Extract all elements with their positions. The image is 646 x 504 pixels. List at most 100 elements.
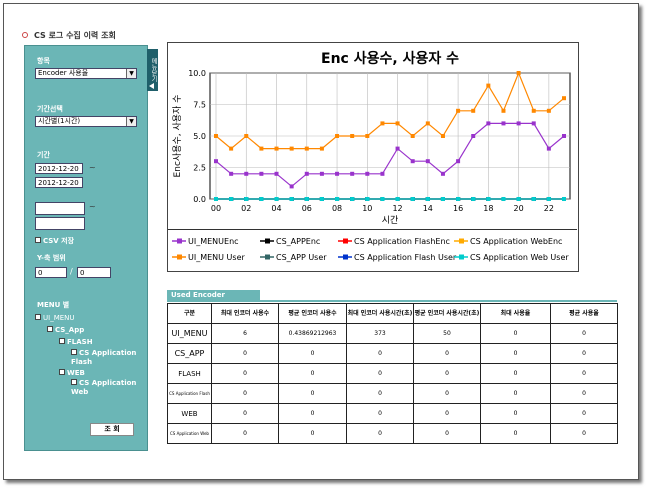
data-point: [350, 134, 355, 138]
data-point: [214, 197, 218, 201]
time-from-input[interactable]: [35, 202, 85, 215]
data-point: [395, 121, 400, 126]
data-point: [289, 184, 294, 189]
search-panel: 항목 Encoder 사용율 ▼ 기간선택 시간별(1시간) ▼ 기간 ~ ~ …: [24, 45, 148, 451]
data-point: [440, 171, 445, 176]
data-point: [289, 146, 294, 151]
item-select[interactable]: Encoder 사용율 ▼: [35, 68, 137, 79]
time-tilde: ~: [89, 202, 96, 211]
data-point: [274, 171, 279, 176]
csv-checkbox[interactable]: CSV 저장: [35, 236, 74, 246]
data-point: [319, 171, 324, 176]
data-point: [274, 197, 279, 201]
row-header-cell: CS Application Flash: [167, 383, 212, 404]
data-point: [335, 171, 340, 176]
legend-label: CS Application Flash User: [354, 253, 457, 262]
data-point: [244, 171, 249, 176]
data-point: [214, 134, 218, 138]
table-cell: 50: [413, 323, 481, 344]
data-point: [229, 171, 234, 176]
date-to-input[interactable]: [35, 177, 83, 188]
x-tick-label: 12: [392, 204, 402, 213]
table-cell: 0: [413, 383, 481, 404]
period-select[interactable]: 시간별(1시간) ▼: [35, 116, 137, 127]
table-cell: 0: [550, 423, 618, 444]
yaxis-max-input[interactable]: [77, 267, 111, 278]
menu-item-cs-app[interactable]: CS_App: [47, 326, 84, 334]
y-axis-label: Enc사용수, 사용자 수: [172, 95, 183, 178]
table-row: WEB 0 0 0 0 0 0: [167, 403, 618, 424]
table-cell: 0: [211, 403, 279, 424]
data-point: [456, 197, 461, 201]
data-point: [335, 134, 340, 138]
row-header-cell: UI_MENU: [167, 323, 212, 344]
row-header-cell: CS_APP: [167, 343, 212, 364]
column-header: 평균 사용율: [550, 303, 618, 324]
menu-item-ui-menu[interactable]: UI_MENU: [35, 314, 75, 322]
chevron-down-icon[interactable]: ▼: [126, 117, 136, 126]
checkbox-icon[interactable]: [71, 349, 77, 355]
menu-item-flash[interactable]: FLASH: [59, 338, 93, 346]
table-cell: 0: [550, 363, 618, 384]
table-cell: 0: [211, 363, 279, 384]
table-cell: 0: [480, 423, 551, 444]
item-label: 항목: [37, 57, 50, 65]
checkbox-icon[interactable]: [35, 314, 41, 320]
date-from-input[interactable]: [35, 163, 83, 174]
legend-marker: [343, 254, 348, 260]
collapse-arrow-icon[interactable]: [149, 83, 154, 89]
yaxis-min-input[interactable]: [35, 267, 67, 278]
table-cell: 0: [550, 323, 618, 344]
data-point: [501, 108, 506, 113]
table-cell: 0: [413, 343, 481, 364]
data-point: [546, 108, 551, 113]
data-point: [410, 134, 415, 138]
column-header: 최대 인코더 사용시간(초): [346, 303, 414, 324]
data-point: [440, 134, 445, 138]
data-point: [471, 108, 476, 113]
data-point: [546, 197, 551, 201]
menu-item-cs-app-web[interactable]: CS Application Web: [71, 379, 143, 397]
checkbox-icon[interactable]: [47, 326, 53, 332]
checkbox-icon[interactable]: [59, 338, 65, 344]
checkbox-icon[interactable]: [59, 369, 65, 375]
legend-label: CS_APPEnc: [276, 237, 320, 246]
x-tick-label: 08: [332, 204, 342, 213]
data-point: [562, 134, 566, 138]
row-header-cell: FLASH: [167, 363, 212, 384]
table-tab-used-encoder[interactable]: Used Encoder: [167, 290, 260, 300]
legend-marker: [265, 238, 270, 244]
menu-item-web[interactable]: WEB: [59, 369, 85, 377]
table-cell: 0: [480, 383, 551, 404]
menu-item-label: UI_MENU: [43, 314, 75, 322]
checkbox-icon[interactable]: [35, 237, 41, 243]
data-point: [350, 171, 355, 176]
table-cell: 0: [480, 363, 551, 384]
data-point: [350, 197, 355, 201]
time-to-input[interactable]: [35, 217, 85, 230]
menu-item-label: WEB: [67, 369, 85, 377]
data-point: [274, 146, 279, 151]
y-tick-label: 7.5: [193, 101, 206, 110]
data-point: [531, 108, 536, 113]
chevron-down-icon[interactable]: ▼: [126, 69, 136, 78]
chart-title: Enc 사용수, 사용자 수: [321, 51, 459, 67]
search-button[interactable]: 조 회: [90, 423, 134, 436]
table-row: CS Application Flash 0 0 0 0 0 0: [167, 383, 618, 404]
data-point: [516, 71, 521, 75]
checkbox-icon[interactable]: [71, 379, 77, 385]
legend-label: UI_MENUEnc: [188, 237, 239, 246]
data-point: [229, 146, 234, 151]
menu-item-cs-app-flash[interactable]: CS Application Flash: [71, 349, 143, 367]
legend-label: CS Application WebEnc: [470, 237, 562, 246]
table-cell: 0.43869212963: [278, 323, 347, 344]
data-point: [304, 171, 309, 176]
column-header: 구분: [167, 303, 212, 324]
legend-marker: [459, 238, 464, 244]
data-point: [319, 197, 324, 201]
table-cell: 0: [211, 383, 279, 404]
column-header: 최대 사용율: [480, 303, 551, 324]
collapse-menu-tab[interactable]: 메뉴닫기: [147, 49, 158, 91]
table-cell: 0: [278, 423, 347, 444]
table-cell: 0: [278, 363, 347, 384]
